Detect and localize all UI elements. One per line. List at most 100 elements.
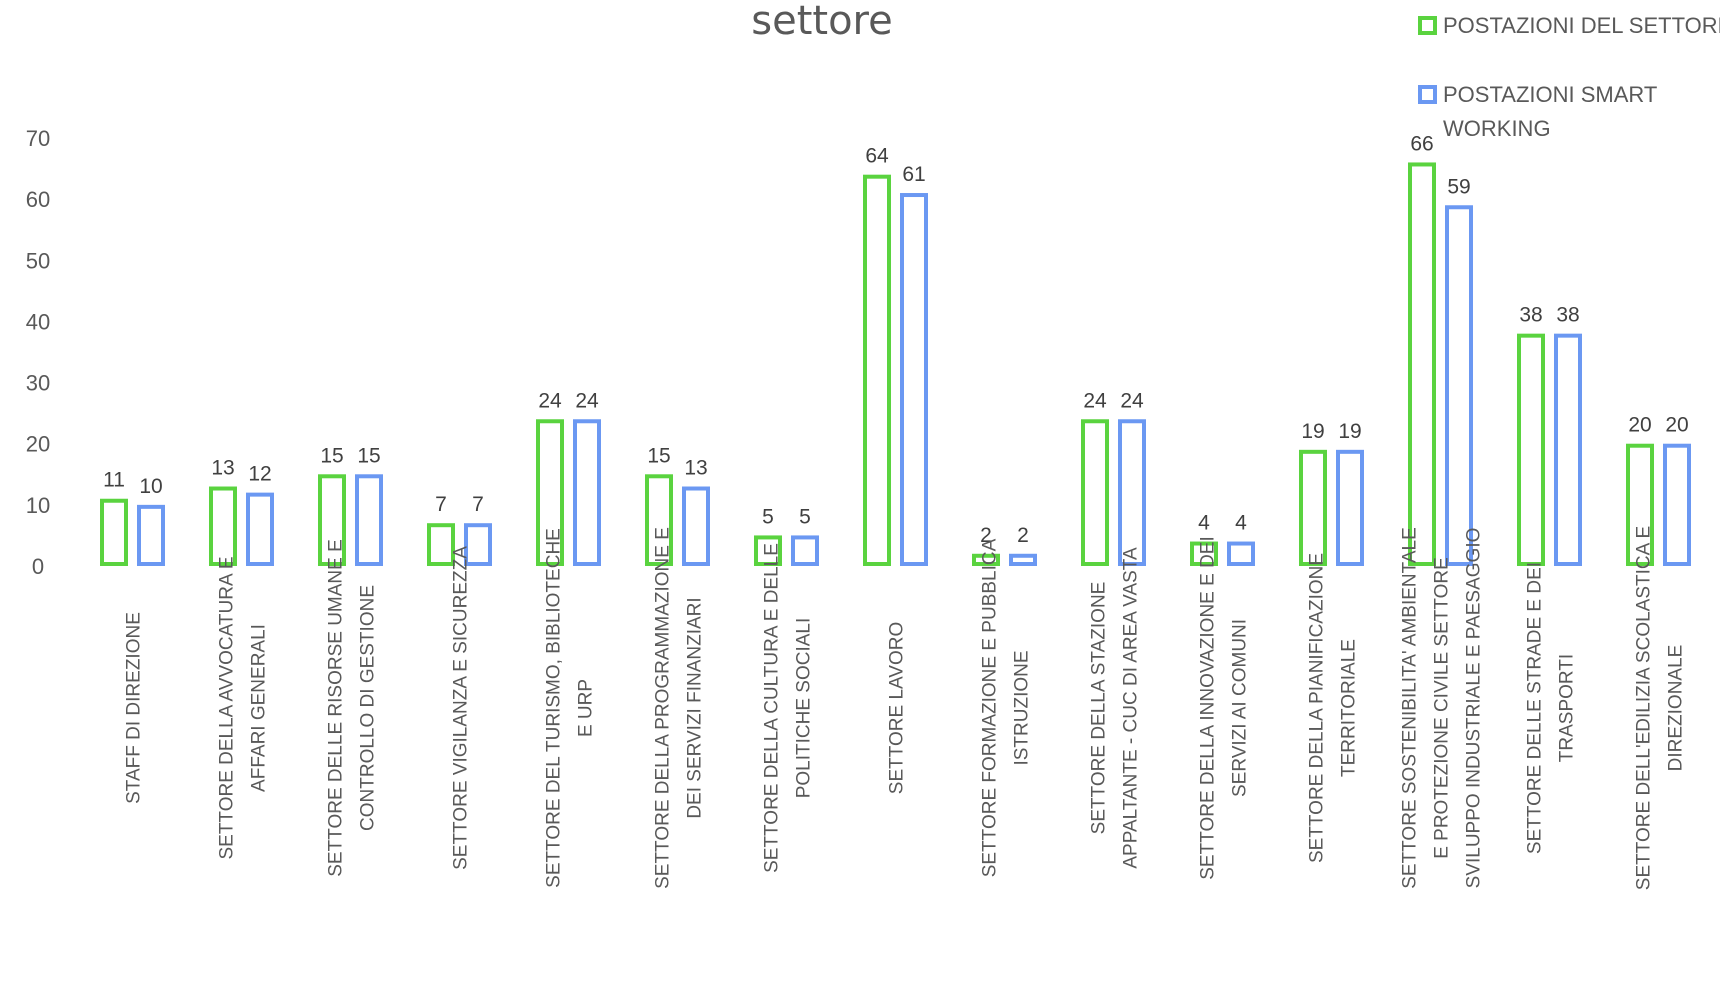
bar-postazioni-smart-working [1227,541,1255,566]
x-category-label-line: POLITICHE SOCIALI [794,618,815,799]
bar-postazioni-smart-working [1445,205,1473,566]
bar-postazioni-smart-working [900,193,928,566]
svg-text:SETTORE DELLE RISORSE UMANE EC: SETTORE DELLE RISORSE UMANE E CONTROLLO D… [326,539,379,877]
x-category-label-line: DEI SERVIZI FINANZIARI [685,597,706,818]
y-tick-label: 40 [26,309,50,334]
y-tick-label: 20 [26,432,50,457]
x-category-label: SETTORE SOSTENIBILITA' AMBIENTALE E PROTE… [1400,527,1485,889]
legend: POSTAZIONI DEL SETTORE POSTAZIONI SMART WO… [1418,13,1720,141]
x-category-label-line: SETTORE SOSTENIBILITA' AMBIENTALE [1400,527,1421,889]
x-category-label-line: AFFARI GENERALI [249,624,270,792]
bar-postazioni-settore [1190,541,1218,566]
data-label: 61 [902,163,925,186]
bar-postazioni-smart-working [137,504,165,567]
x-category-label: SETTORE DELLA CULTURA E DELLE POLITICHE S… [762,543,815,873]
x-category-label-line: SETTORE DELLA AVVOCATURA E [217,556,238,859]
x-category-label: SETTORE DELLA STAZIONE APPALTANTE - CUC D… [1089,547,1142,869]
legend-label: WORKING [1443,116,1551,141]
data-label: 66 [1410,132,1433,155]
x-category-label-line: SVILUPPO INDUSTRIALE E PAESAGGIO [1464,528,1485,889]
data-label: 13 [211,457,234,480]
data-label: 15 [647,444,670,467]
legend-swatch [1418,85,1437,104]
y-tick-label: 30 [26,371,50,396]
data-label: 19 [1301,420,1324,443]
x-category-label-line: ISTRUZIONE [1012,650,1033,765]
x-category-label: SETTORE VIGILANZA E SICUREZZA [451,546,472,870]
x-category-label: STAFF DI DIREZIONE [124,612,145,804]
x-category-label-line: DIREZIONALE [1666,645,1687,772]
y-tick-label: 70 [26,126,50,151]
x-category-label-line: SETTORE DELL'EDILIZIA SCOLASTICA E [1634,526,1655,890]
svg-text:SETTORE DELLA INNOVAZIONE E D: SETTORE DELLA INNOVAZIONE E DEI SERVIZI A… [1198,536,1251,880]
bar-postazioni-smart-working [573,419,601,566]
bar-postazioni-smart-working [355,474,383,566]
data-label: 2 [980,524,992,547]
bar-postazioni-settore [427,523,455,567]
x-axis-labels: STAFF DI DIREZIONE SETTORE DELLA AVVOCATU… [124,526,1687,890]
bar-postazioni-settore [754,535,782,567]
data-label: 11 [103,469,125,492]
bar-postazioni-settore [318,474,346,566]
bar-postazioni-settore [1408,162,1436,566]
legend-label: POSTAZIONI SMART [1443,82,1657,107]
data-label: 24 [1120,389,1144,412]
data-label: 19 [1338,420,1361,443]
x-category-label-line: SETTORE DELLA PIANIFICAZIONE [1307,553,1328,863]
data-label: 5 [762,505,774,528]
x-category-label: SETTORE DELLA PROGRAMMAZIONE E DEI SERVIZ… [653,527,706,889]
bar-postazioni-smart-working [1009,553,1037,566]
x-category-label-line: SETTORE VIGILANZA E SICUREZZA [451,546,472,870]
data-label: 20 [1665,414,1688,437]
data-label: 20 [1628,414,1651,437]
x-category-label-line: SETTORE DEL TURISMO, BIBLIOTECHE [544,528,565,888]
bar-postazioni-smart-working [682,486,710,566]
x-category-label-line: E URP [576,679,597,737]
svg-text:SETTORE VIGILANZA E SICUREZZA: SETTORE VIGILANZA E SICUREZZA [451,546,472,870]
bar-postazioni-settore [209,486,237,566]
svg-text:SETTORE LAVORO: SETTORE LAVORO [887,622,908,794]
y-tick-label: 0 [32,554,44,579]
data-label: 2 [1017,524,1029,547]
x-category-label: SETTORE FORMAZIONE E PUBBLICA ISTRUZIONE [980,538,1033,877]
bar-postazioni-settore [1081,419,1109,566]
data-label: 38 [1519,304,1542,327]
bar-postazioni-smart-working [1118,419,1146,566]
x-category-label: SETTORE DELLE STRADE E DEI TRASPORTI [1525,562,1578,854]
bar-postazioni-settore [1626,443,1654,567]
y-tick-label: 50 [26,248,50,273]
data-label: 7 [435,493,447,516]
data-label: 13 [684,457,707,480]
bar-postazioni-smart-working [1663,443,1691,567]
data-label: 38 [1556,304,1579,327]
x-category-label: SETTORE LAVORO [887,622,908,794]
x-category-label-line: SERVIZI AI COMUNI [1230,619,1251,797]
data-label: 24 [538,389,562,412]
x-category-label-line: SETTORE LAVORO [887,622,908,794]
x-category-label-line: SETTORE DELLA CULTURA E DELLE [762,543,783,873]
x-category-label: SETTORE DELLE RISORSE UMANE E CONTROLLO D… [326,539,379,877]
x-category-label: SETTORE DELLA PIANIFICAZIONE TERRITORIALE [1307,553,1360,863]
x-category-label: SETTORE DELL'EDILIZIA SCOLASTICA E DIREZI… [1634,526,1687,890]
bar-postazioni-smart-working [464,523,492,567]
bar-postazioni-settore [645,474,673,566]
data-labels-group: 11 10 13 12 15 15 7 7 24 24 15 13 5 5 64 61 2 2 24 24 4 4 19 19… [103,132,1689,546]
svg-text:SETTORE SOSTENIBILITA' AMBIENT: SETTORE SOSTENIBILITA' AMBIENTALE E PROTE… [1400,527,1485,889]
x-category-label-line: SETTORE DELLA INNOVAZIONE E DEI [1198,536,1219,880]
x-category-label: SETTORE DELLA INNOVAZIONE E DEI SERVIZI A… [1198,536,1251,880]
bars-group [100,162,1691,567]
bar-postazioni-settore [536,419,564,566]
data-label: 59 [1447,175,1470,198]
y-tick-label: 60 [26,187,50,212]
data-label: 64 [865,145,889,168]
x-category-label-line: E PROTEZIONE CIVILE SETTORE [1432,557,1453,859]
svg-text:SETTORE DELL'EDILIZIA SCOLASTI: SETTORE DELL'EDILIZIA SCOLASTICA E DIREZI… [1634,526,1687,890]
bar-postazioni-smart-working [246,492,274,566]
x-category-label-line: TERRITORIALE [1339,639,1360,777]
data-label: 15 [320,444,343,467]
